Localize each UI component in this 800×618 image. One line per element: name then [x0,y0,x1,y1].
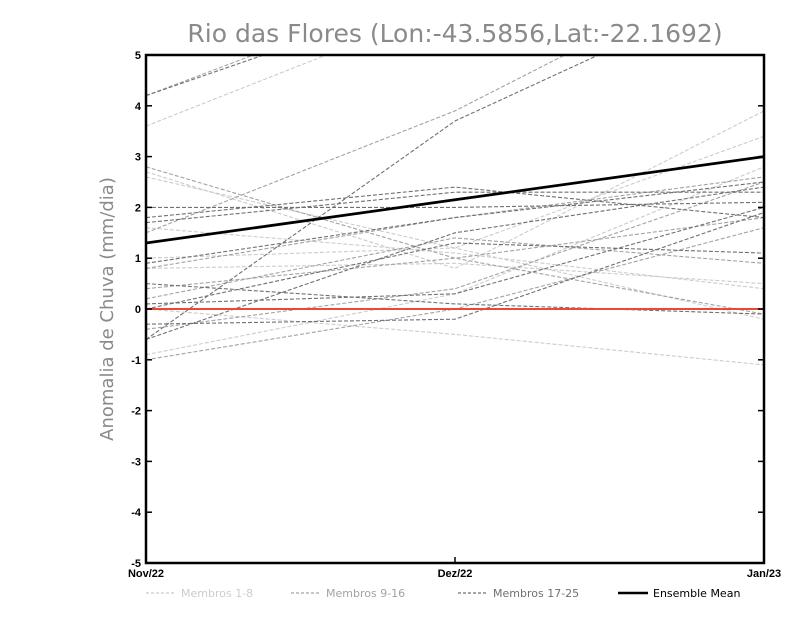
x-tick-label: Jan/23 [747,568,781,580]
y-tick-label: 3 [135,152,141,164]
member-line-m21 [146,181,764,264]
member-line-m26 [146,186,764,341]
member-line-m9 [146,55,255,97]
y-tick-label: 1 [135,253,141,265]
member-line-m3 [146,135,764,249]
member-line-m24 [146,211,764,325]
legend-label: Ensemble Mean [653,587,740,600]
x-tick-label: Nov/22 [128,568,164,580]
ensemble-mean-group [146,155,764,245]
member-line-m1 [146,55,328,127]
member-line-m25 [146,55,600,340]
x-axis-ticks: Nov/22 Dez/22 Jan/23 [128,557,781,580]
member-line-m27 [146,206,764,305]
member-line-m15 [146,181,764,330]
y-tick-label: 0 [135,304,141,316]
member-line-m19 [146,186,764,219]
member-line-m10 [146,166,764,315]
legend-label: Membros 17-25 [493,587,579,600]
member-line-m8 [146,166,764,356]
chart-title: Rio das Flores (Lon:-43.5856,Lat:-22.169… [187,19,722,48]
y-tick-label: -4 [131,507,142,519]
member-line-m6 [146,262,764,285]
member-line-m23 [146,242,764,310]
y-tick-label: 2 [135,202,141,214]
member-lines [146,55,764,366]
member-line-m4 [146,227,764,290]
legend-label: Membros 1-8 [181,587,253,600]
member-line-m14 [146,237,764,300]
member-line-m11 [146,55,566,234]
member-line-m2 [146,110,764,269]
y-tick-label: -3 [131,456,141,468]
y-tick-label: -2 [131,406,141,418]
y-tick-label: -1 [131,355,141,367]
member-line-m20 [146,191,764,224]
y-axis-label: Anomalia de Chuva (mm/dia) [97,177,118,441]
y-tick-label: 5 [135,50,141,62]
legend: Membros 1-8 Membros 9-16 Membros 17-25 Ense… [146,587,740,600]
y-tick-label: -5 [131,558,141,570]
y-axis-ticks: -5 -4 -3 -2 -1 0 1 2 3 4 5 [131,50,764,570]
member-line-m22 [146,283,764,315]
y-tick-label: 4 [135,101,142,113]
member-line-m5 [146,247,764,320]
member-line-m7 [146,308,764,366]
ensemble-mean-line [146,155,764,245]
member-line-m17 [146,55,266,97]
x-tick-label: Dez/22 [438,568,473,580]
legend-label: Membros 9-16 [326,587,405,600]
